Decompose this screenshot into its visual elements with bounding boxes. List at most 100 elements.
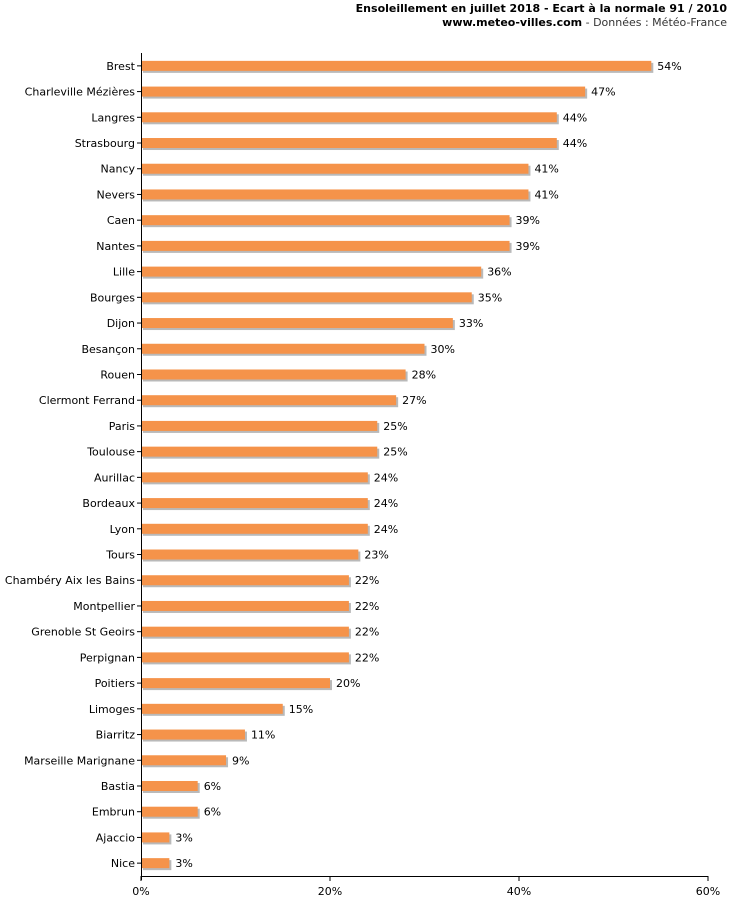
bar — [141, 266, 482, 277]
data-label: 44% — [563, 111, 587, 124]
category-label: Nancy — [101, 163, 136, 176]
category-label: Bourges — [90, 291, 135, 304]
bar — [141, 472, 368, 483]
bar — [141, 600, 349, 611]
x-tick-label: 40% — [507, 885, 531, 898]
category-label: Lyon — [110, 523, 135, 536]
bar — [141, 832, 170, 843]
bar — [141, 729, 245, 740]
bar — [141, 318, 453, 329]
source-credit: - Données : Météo-France — [582, 16, 727, 29]
bar — [141, 369, 406, 380]
category-label: Rouen — [100, 368, 135, 381]
data-label: 39% — [516, 240, 540, 253]
category-label: Clermont Ferrand — [39, 394, 135, 407]
category-label: Bastia — [101, 780, 135, 793]
bar — [141, 189, 529, 200]
data-label: 25% — [383, 420, 407, 433]
category-label: Embrun — [92, 806, 135, 819]
category-label: Paris — [109, 420, 135, 433]
category-label: Langres — [91, 111, 135, 124]
data-label: 39% — [516, 214, 540, 227]
category-label: Montpellier — [73, 600, 135, 613]
data-label: 54% — [657, 60, 681, 73]
category-label: Poitiers — [95, 677, 136, 690]
data-label: 6% — [204, 780, 221, 793]
bar — [141, 678, 330, 689]
x-tick-label: 20% — [318, 885, 342, 898]
data-label: 24% — [374, 471, 398, 484]
category-label: Nantes — [96, 240, 135, 253]
bar — [141, 240, 510, 251]
data-label: 24% — [374, 497, 398, 510]
data-label: 15% — [289, 703, 313, 716]
bar — [141, 780, 198, 791]
data-label: 22% — [355, 651, 379, 664]
data-label: 30% — [431, 343, 455, 356]
bar — [141, 395, 397, 406]
category-label: Limoges — [89, 703, 135, 716]
data-label: 25% — [383, 446, 407, 459]
data-label: 22% — [355, 600, 379, 613]
bar — [141, 86, 586, 97]
chart-title: Ensoleillement en juillet 2018 - Ecart à… — [355, 2, 727, 15]
x-tick-label: 60% — [696, 885, 720, 898]
category-label: Grenoble St Geoirs — [31, 626, 135, 639]
category-label: Dijon — [107, 317, 135, 330]
bar — [141, 446, 378, 457]
data-label: 3% — [175, 857, 192, 870]
category-label: Marseille Marignane — [24, 754, 135, 767]
data-label: 23% — [364, 549, 388, 562]
data-label: 41% — [534, 163, 558, 176]
category-label: Besançon — [81, 343, 135, 356]
category-label: Charleville Mézières — [25, 86, 136, 99]
bar — [141, 163, 529, 174]
bar — [141, 549, 359, 560]
data-label: 22% — [355, 574, 379, 587]
category-label: Brest — [106, 60, 135, 73]
data-label: 28% — [412, 368, 436, 381]
category-label: Perpignan — [80, 651, 135, 664]
data-label: 11% — [251, 729, 275, 742]
category-label: Caen — [107, 214, 135, 227]
data-label: 22% — [355, 626, 379, 639]
bar — [141, 806, 198, 817]
category-label: Ajaccio — [96, 831, 135, 844]
bar — [141, 292, 472, 303]
bar — [141, 652, 349, 663]
bar — [141, 575, 349, 586]
bar — [141, 215, 510, 226]
bar — [141, 626, 349, 637]
chart-subtitle: www.meteo-villes.com - Données : Météo-F… — [356, 16, 727, 30]
category-label: Biarritz — [96, 729, 136, 742]
data-label: 36% — [487, 266, 511, 279]
data-label: 6% — [204, 806, 221, 819]
x-tick-label: 0% — [132, 885, 149, 898]
category-label: Bordeaux — [82, 497, 135, 510]
data-label: 20% — [336, 677, 360, 690]
data-label: 35% — [478, 291, 502, 304]
category-label: Lille — [113, 266, 135, 279]
bar — [141, 703, 283, 714]
bar — [141, 138, 557, 149]
category-label: Strasbourg — [75, 137, 135, 150]
bar — [141, 755, 227, 766]
data-label: 33% — [459, 317, 483, 330]
data-label: 44% — [563, 137, 587, 150]
bar — [141, 498, 368, 509]
data-label: 47% — [591, 86, 615, 99]
bar — [141, 343, 425, 354]
category-label: Toulouse — [86, 446, 135, 459]
data-label: 41% — [534, 188, 558, 201]
category-label: Nevers — [96, 188, 135, 201]
category-label: Nice — [111, 857, 135, 870]
chart-title-block: Ensoleillement en juillet 2018 - Ecart à… — [356, 2, 727, 30]
category-label: Tours — [105, 549, 135, 562]
bar — [141, 112, 557, 123]
data-label: 3% — [175, 831, 192, 844]
data-label: 27% — [402, 394, 426, 407]
bar — [141, 420, 378, 431]
bar — [141, 858, 170, 869]
source-site: www.meteo-villes.com — [442, 16, 583, 29]
